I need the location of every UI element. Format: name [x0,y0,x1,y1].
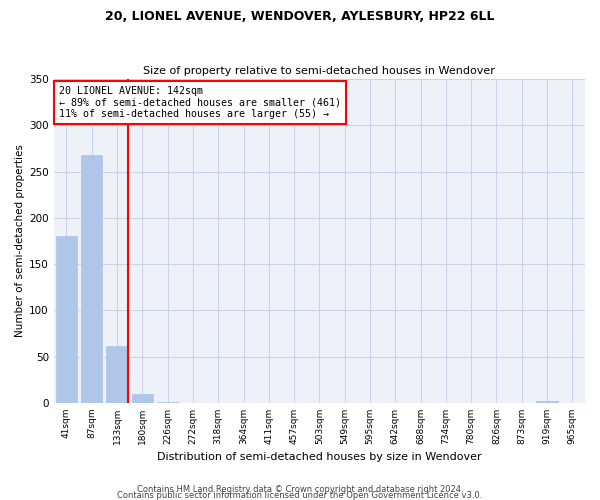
Bar [131,394,153,403]
Title: Size of property relative to semi-detached houses in Wendover: Size of property relative to semi-detach… [143,66,496,76]
Text: 20 LIONEL AVENUE: 142sqm
← 89% of semi-detached houses are smaller (461)
11% of : 20 LIONEL AVENUE: 142sqm ← 89% of semi-d… [59,86,341,118]
X-axis label: Distribution of semi-detached houses by size in Wendover: Distribution of semi-detached houses by … [157,452,482,462]
Bar [81,155,103,403]
Text: 20, LIONEL AVENUE, WENDOVER, AYLESBURY, HP22 6LL: 20, LIONEL AVENUE, WENDOVER, AYLESBURY, … [105,10,495,23]
Bar [536,401,558,403]
Bar [157,402,178,403]
Y-axis label: Number of semi-detached properties: Number of semi-detached properties [15,144,25,338]
Bar [106,346,128,403]
Text: Contains public sector information licensed under the Open Government Licence v3: Contains public sector information licen… [118,490,482,500]
Text: Contains HM Land Registry data © Crown copyright and database right 2024.: Contains HM Land Registry data © Crown c… [137,484,463,494]
Bar [56,236,77,403]
